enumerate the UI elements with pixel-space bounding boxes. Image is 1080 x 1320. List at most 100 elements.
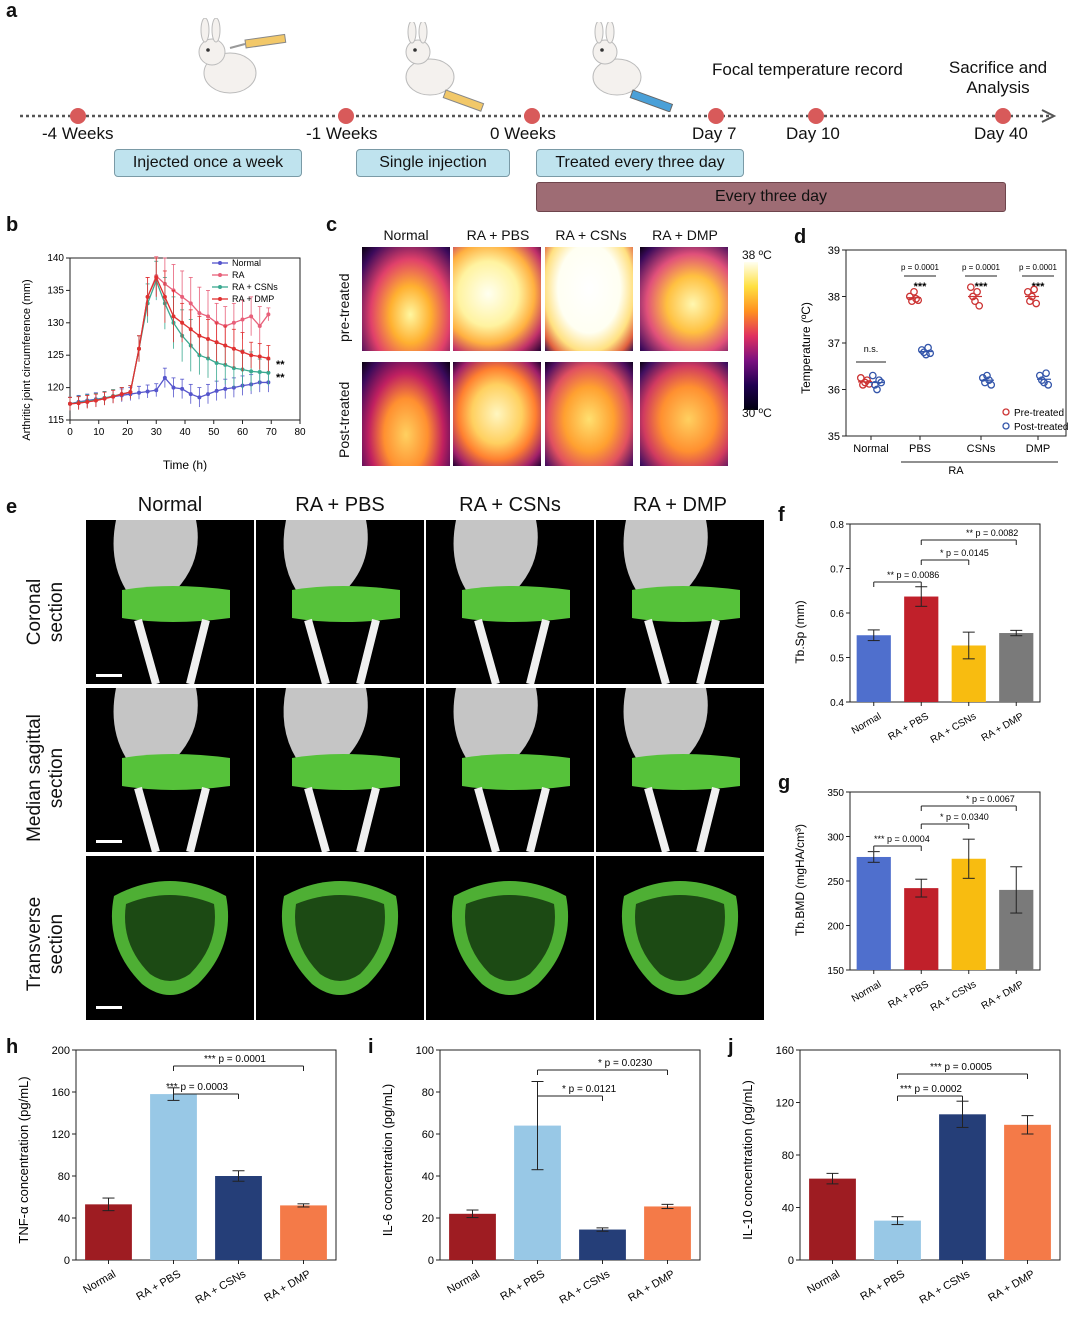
data-point bbox=[111, 394, 116, 399]
thermal-col-dmp: RA + DMP bbox=[652, 227, 718, 243]
rabbit-injection-icon-2 bbox=[405, 22, 485, 112]
y-tick-label: 0.5 bbox=[830, 654, 844, 665]
y-tick-label: 0 bbox=[788, 1255, 794, 1267]
y-tick-label: 135 bbox=[47, 285, 64, 296]
p-value-label: p = 0.0001 bbox=[962, 263, 1001, 272]
data-point bbox=[154, 388, 159, 393]
data-point bbox=[863, 376, 871, 385]
y-tick-label: 350 bbox=[827, 788, 844, 799]
data-point bbox=[249, 314, 254, 319]
bar bbox=[904, 888, 939, 970]
bar bbox=[1004, 1124, 1051, 1260]
data-point bbox=[214, 360, 219, 365]
data-point bbox=[231, 320, 236, 325]
bone-illustration bbox=[111, 881, 229, 995]
data-point bbox=[68, 401, 72, 406]
y-tick-label: 0 bbox=[428, 1255, 434, 1267]
thermal-image-csns-post bbox=[545, 362, 633, 466]
legend-pre: Pre-treated bbox=[1014, 408, 1064, 419]
bone-illustration bbox=[113, 520, 230, 684]
scale-bar bbox=[96, 840, 122, 843]
data-point bbox=[983, 371, 991, 380]
data-point bbox=[266, 312, 271, 317]
x-tick-label: RA + PBS bbox=[858, 1268, 907, 1303]
panel-c-label: c bbox=[326, 214, 338, 236]
data-point bbox=[987, 381, 996, 389]
x-tick-label: RA + PBS bbox=[886, 979, 931, 1011]
x-tick-label: RA + CSNs bbox=[194, 1268, 249, 1307]
timeline-dot bbox=[708, 108, 724, 124]
timeline-dot bbox=[70, 108, 86, 124]
data-point bbox=[910, 287, 918, 296]
x-tick-label: RA + CSNs bbox=[918, 1268, 973, 1307]
bone-illustration bbox=[453, 520, 570, 684]
data-point bbox=[257, 324, 262, 329]
data-point bbox=[180, 386, 185, 391]
panel-a-label: a bbox=[6, 0, 18, 22]
y-tick-label: 40 bbox=[782, 1203, 794, 1215]
panel-d-label: d bbox=[794, 226, 807, 248]
timeline-dot bbox=[995, 108, 1011, 124]
annotation: ** p = 0.0082 bbox=[966, 528, 1018, 538]
injection-box-treated: Treated every three day bbox=[536, 149, 744, 177]
data-point bbox=[76, 401, 81, 406]
data-point bbox=[905, 292, 914, 301]
data-point bbox=[180, 320, 185, 325]
sacrifice-analysis-label: Sacrifice and Analysis bbox=[948, 58, 1048, 97]
thermal-col-pbs: RA + PBS bbox=[466, 227, 530, 243]
legend-marker bbox=[1002, 408, 1010, 416]
p-value-label: p = 0.0001 bbox=[1019, 263, 1058, 272]
data-point bbox=[145, 294, 150, 299]
ct-col-dmp: RA + DMP bbox=[633, 494, 727, 516]
x-axis-label: Time (h) bbox=[163, 458, 207, 472]
focal-temperature-label: Focal temperature record bbox=[712, 60, 903, 79]
x-tick-label: Normal bbox=[81, 1268, 118, 1296]
y-axis-label: Temperature (ºC) bbox=[799, 302, 813, 394]
data-point bbox=[240, 349, 245, 354]
bar bbox=[856, 635, 891, 702]
data-point bbox=[223, 343, 228, 348]
annotation: *** p = 0.0001 bbox=[204, 1054, 266, 1065]
legend-label: RA + CSNs bbox=[232, 282, 278, 292]
data-point bbox=[214, 340, 219, 345]
data-point bbox=[171, 314, 176, 319]
x-tick-label: RA + DMP bbox=[262, 1268, 313, 1304]
x-tick-label: 10 bbox=[93, 427, 105, 438]
data-point bbox=[266, 356, 271, 361]
timepoint-label: Day 40 bbox=[974, 124, 1028, 143]
data-point bbox=[223, 386, 228, 391]
data-point bbox=[914, 296, 923, 305]
injection-box-weekly: Injected once a week bbox=[114, 149, 302, 177]
data-point bbox=[1023, 287, 1032, 296]
data-point bbox=[861, 378, 869, 387]
data-point bbox=[981, 378, 989, 387]
legend-marker bbox=[218, 297, 222, 301]
ct-col-csns: RA + CSNs bbox=[459, 494, 561, 516]
x-tick-label: DMP bbox=[1026, 443, 1050, 455]
annotation: * p = 0.0121 bbox=[562, 1084, 617, 1095]
x-tick-label: Normal bbox=[805, 1268, 842, 1296]
y-tick-label: 35 bbox=[828, 431, 840, 443]
data-point bbox=[206, 392, 210, 397]
bone-illustration bbox=[453, 688, 570, 852]
micro-ct-image bbox=[426, 520, 594, 684]
timepoint-label: -4 Weeks bbox=[42, 124, 114, 143]
x-tick-label: RA + DMP bbox=[980, 979, 1026, 1012]
thermal-col-normal: Normal bbox=[383, 227, 429, 243]
tnf-bar-chart: TNF-α concentration (pg/mL) *** p = 0.00… bbox=[16, 1045, 337, 1307]
data-point bbox=[1030, 285, 1038, 294]
tbsp-bar-chart: Tb.Sp (mm) ** p = 0.0086 * p = 0.0145 **… bbox=[793, 520, 1041, 746]
bone-illustration bbox=[623, 688, 740, 852]
bar bbox=[215, 1176, 262, 1260]
panel-g-label: g bbox=[778, 772, 791, 794]
il10-bar-chart: IL-10 concentration (pg/mL) *** p = 0.00… bbox=[740, 1045, 1061, 1307]
data-point bbox=[966, 283, 975, 292]
legend-marker bbox=[1002, 422, 1010, 430]
y-tick-label: 80 bbox=[422, 1087, 434, 1099]
data-point bbox=[145, 389, 150, 394]
panel-e-label: e bbox=[6, 496, 18, 518]
bone-illustration bbox=[283, 520, 400, 684]
panel-h-label: h bbox=[6, 1036, 19, 1058]
y-tick-label: 38 bbox=[828, 292, 840, 304]
annotation: *** p = 0.0004 bbox=[874, 834, 930, 844]
